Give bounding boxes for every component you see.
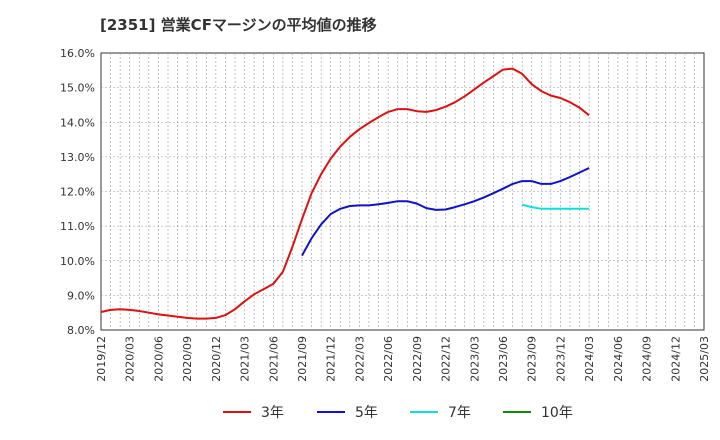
y-tick-label: 12.0% [60, 186, 95, 199]
series-line-1 [301, 167, 590, 257]
x-tick-label: 2022/06 [382, 336, 395, 382]
x-tick-label: 2024/09 [641, 336, 654, 382]
x-tick-label: 2022/09 [411, 336, 424, 382]
series-line-0 [100, 67, 590, 320]
x-tick-label: 2021/06 [267, 336, 280, 382]
series-line-2 [521, 203, 590, 210]
x-tick-label: 2023/06 [497, 336, 510, 382]
y-tick-label: 11.0% [60, 220, 95, 233]
x-tick-label: 2019/12 [95, 336, 108, 382]
legend-label-1: 5年 [355, 405, 378, 421]
x-tick-label: 2024/06 [612, 336, 625, 382]
y-tick-label: 13.0% [60, 151, 95, 164]
x-tick-label: 2024/03 [583, 336, 596, 382]
y-tick-label: 15.0% [60, 82, 95, 95]
y-tick-label: 9.0% [67, 289, 95, 302]
legend-label-3: 10年 [541, 405, 573, 421]
y-axis-tick-labels: 8.0% 9.0% 10.0% 11.0% 12.0% 13.0% 14.0% 15.0% 16… [60, 47, 95, 337]
x-tick-label: 2024/12 [669, 336, 682, 382]
y-tick-label: 14.0% [60, 116, 95, 129]
x-tick-label: 2020/09 [181, 336, 194, 382]
x-tick-label: 2023/09 [526, 336, 539, 382]
x-tick-label: 2021/09 [296, 336, 309, 382]
series-lines [100, 67, 590, 320]
chart-title: [2351] 営業CFマージンの平均値の推移 [100, 16, 377, 34]
x-tick-label: 2021/12 [325, 336, 338, 382]
y-tick-label: 16.0% [60, 47, 95, 60]
legend: 3年 5年 7年 10年 [223, 405, 573, 421]
y-tick-label: 10.0% [60, 255, 95, 268]
grid-lines [101, 53, 704, 330]
x-tick-label: 2023/03 [468, 336, 481, 382]
x-tick-label: 2023/12 [554, 336, 567, 382]
x-tick-label: 2021/03 [239, 336, 252, 382]
x-tick-label: 2022/12 [440, 336, 453, 382]
legend-label-2: 7年 [448, 405, 471, 421]
x-tick-label: 2020/06 [152, 336, 165, 382]
y-tick-label: 8.0% [67, 324, 95, 337]
x-axis-tick-labels: 2019/12 2020/03 2020/06 2020/09 2020/12 2021/… [95, 336, 711, 382]
x-tick-label: 2022/03 [353, 336, 366, 382]
x-tick-label: 2020/03 [124, 336, 137, 382]
x-tick-label: 2020/12 [210, 336, 223, 382]
legend-label-0: 3年 [261, 405, 284, 421]
x-tick-label: 2025/03 [698, 336, 711, 382]
